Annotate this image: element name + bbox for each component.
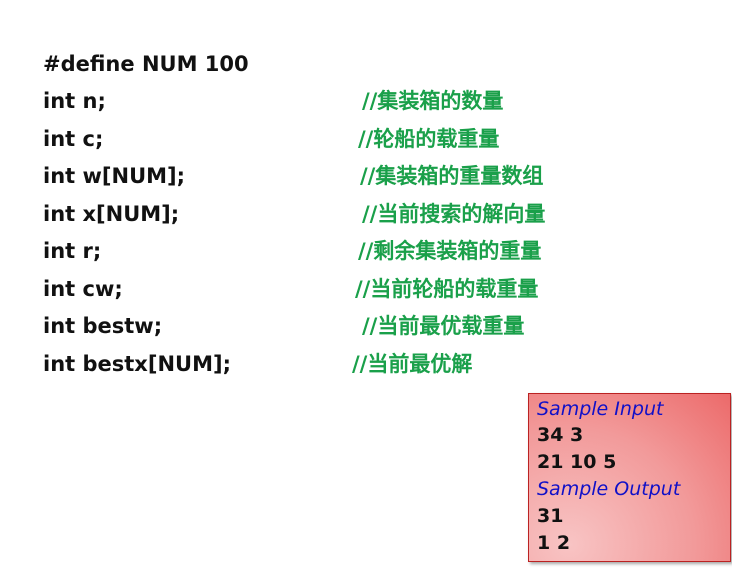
sample-output-label: Sample Output	[537, 478, 681, 500]
comment-n: //集装箱的数量	[362, 89, 504, 113]
comment-c: //轮船的载重量	[358, 127, 500, 151]
sample-box: Sample Input 34 3 21 10 5 Sample Output …	[528, 393, 731, 562]
sample-output-line: 1 2	[537, 532, 571, 554]
code-line-bestx: int bestx[NUM];	[43, 352, 231, 376]
code-line-w: int w[NUM];	[43, 164, 186, 188]
code-line-n: int n;	[43, 89, 106, 113]
sample-input-line: 34 3	[537, 424, 584, 446]
comment-x: //当前搜索的解向量	[362, 202, 546, 226]
code-line-c: int c;	[43, 127, 104, 151]
sample-output-line: 31	[537, 505, 564, 527]
comment-bestw: //当前最优载重量	[362, 314, 525, 338]
sample-input-line: 21 10 5	[537, 451, 617, 473]
code-line-bestw: int bestw;	[43, 314, 163, 338]
code-line-r: int r;	[43, 239, 102, 263]
code-line-cw: int cw;	[43, 277, 123, 301]
comment-cw: //当前轮船的载重量	[355, 277, 539, 301]
code-line-define: #define NUM 100	[43, 52, 249, 76]
sample-input-label: Sample Input	[537, 398, 664, 420]
code-line-x: int x[NUM];	[43, 202, 180, 226]
comment-w: //集装箱的重量数组	[360, 164, 544, 188]
comment-bestx: //当前最优解	[352, 352, 473, 376]
comment-r: //剩余集装箱的重量	[358, 239, 542, 263]
